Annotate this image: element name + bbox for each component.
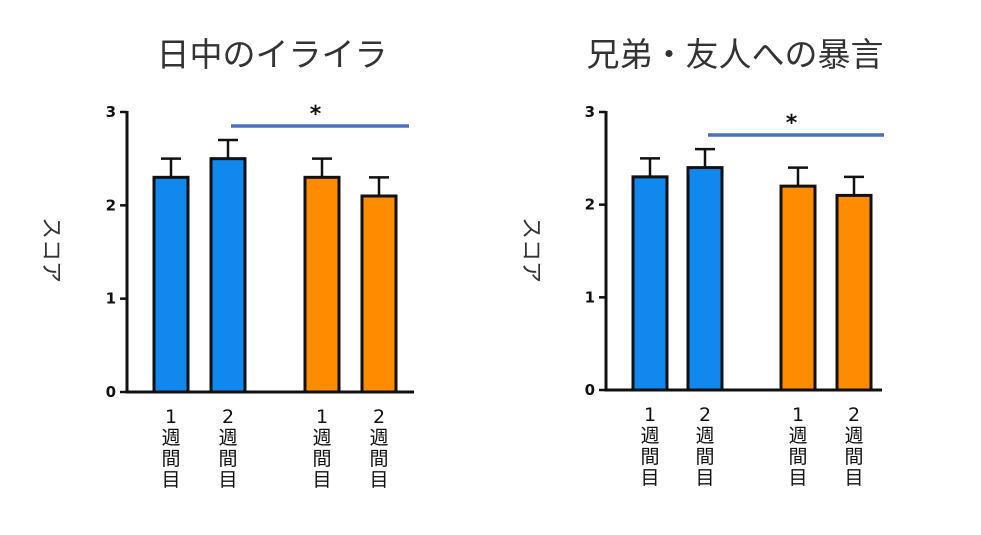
- bar: [303, 175, 341, 394]
- x-tick-label: 1 週間目: [312, 406, 331, 491]
- bar: [360, 194, 398, 394]
- significance-star: *: [786, 111, 798, 136]
- y-axis-label: スコア: [38, 217, 63, 283]
- bar: [209, 157, 247, 394]
- bar: [686, 166, 724, 392]
- chart-panel-1: 日中のイライラ スコア 0 1 2 3 1 週間目 2 週間目 1 週間目 2 週間目 *: [38, 35, 414, 491]
- bar: [779, 184, 817, 392]
- y-tick-label: 0: [106, 383, 116, 401]
- y-tick-label: 3: [106, 103, 116, 121]
- x-tick-label: 2 週間目: [695, 404, 714, 489]
- y-tick-label: 2: [106, 196, 116, 214]
- chart-title: 日中のイライラ: [157, 35, 388, 74]
- x-tick-label: 1 週間目: [788, 404, 807, 489]
- bar: [835, 193, 873, 392]
- chart-title: 兄弟・友人への暴言: [587, 35, 884, 74]
- x-tick-label: 1 週間目: [161, 406, 180, 491]
- y-tick-label: 1: [585, 288, 595, 306]
- x-tick-label: 2 週間目: [369, 406, 388, 491]
- x-tick-label: 2 週間目: [844, 404, 863, 489]
- y-axis-label: スコア: [518, 217, 543, 283]
- x-tick-label: 1 週間目: [640, 404, 659, 489]
- x-tick-label: 2 週間目: [218, 406, 237, 491]
- y-tick-label: 3: [585, 103, 595, 121]
- y-tick-label: 0: [585, 381, 595, 399]
- y-tick-label: 1: [106, 290, 116, 308]
- chart-panel-2: 兄弟・友人への暴言 スコア 0 1 2 3 1 週間目 2 週間目 1 週間目 2 週間目 *: [518, 35, 884, 489]
- y-tick-label: 2: [585, 196, 595, 214]
- significance-star: *: [310, 102, 322, 127]
- bar: [631, 175, 669, 392]
- bar: [152, 175, 190, 394]
